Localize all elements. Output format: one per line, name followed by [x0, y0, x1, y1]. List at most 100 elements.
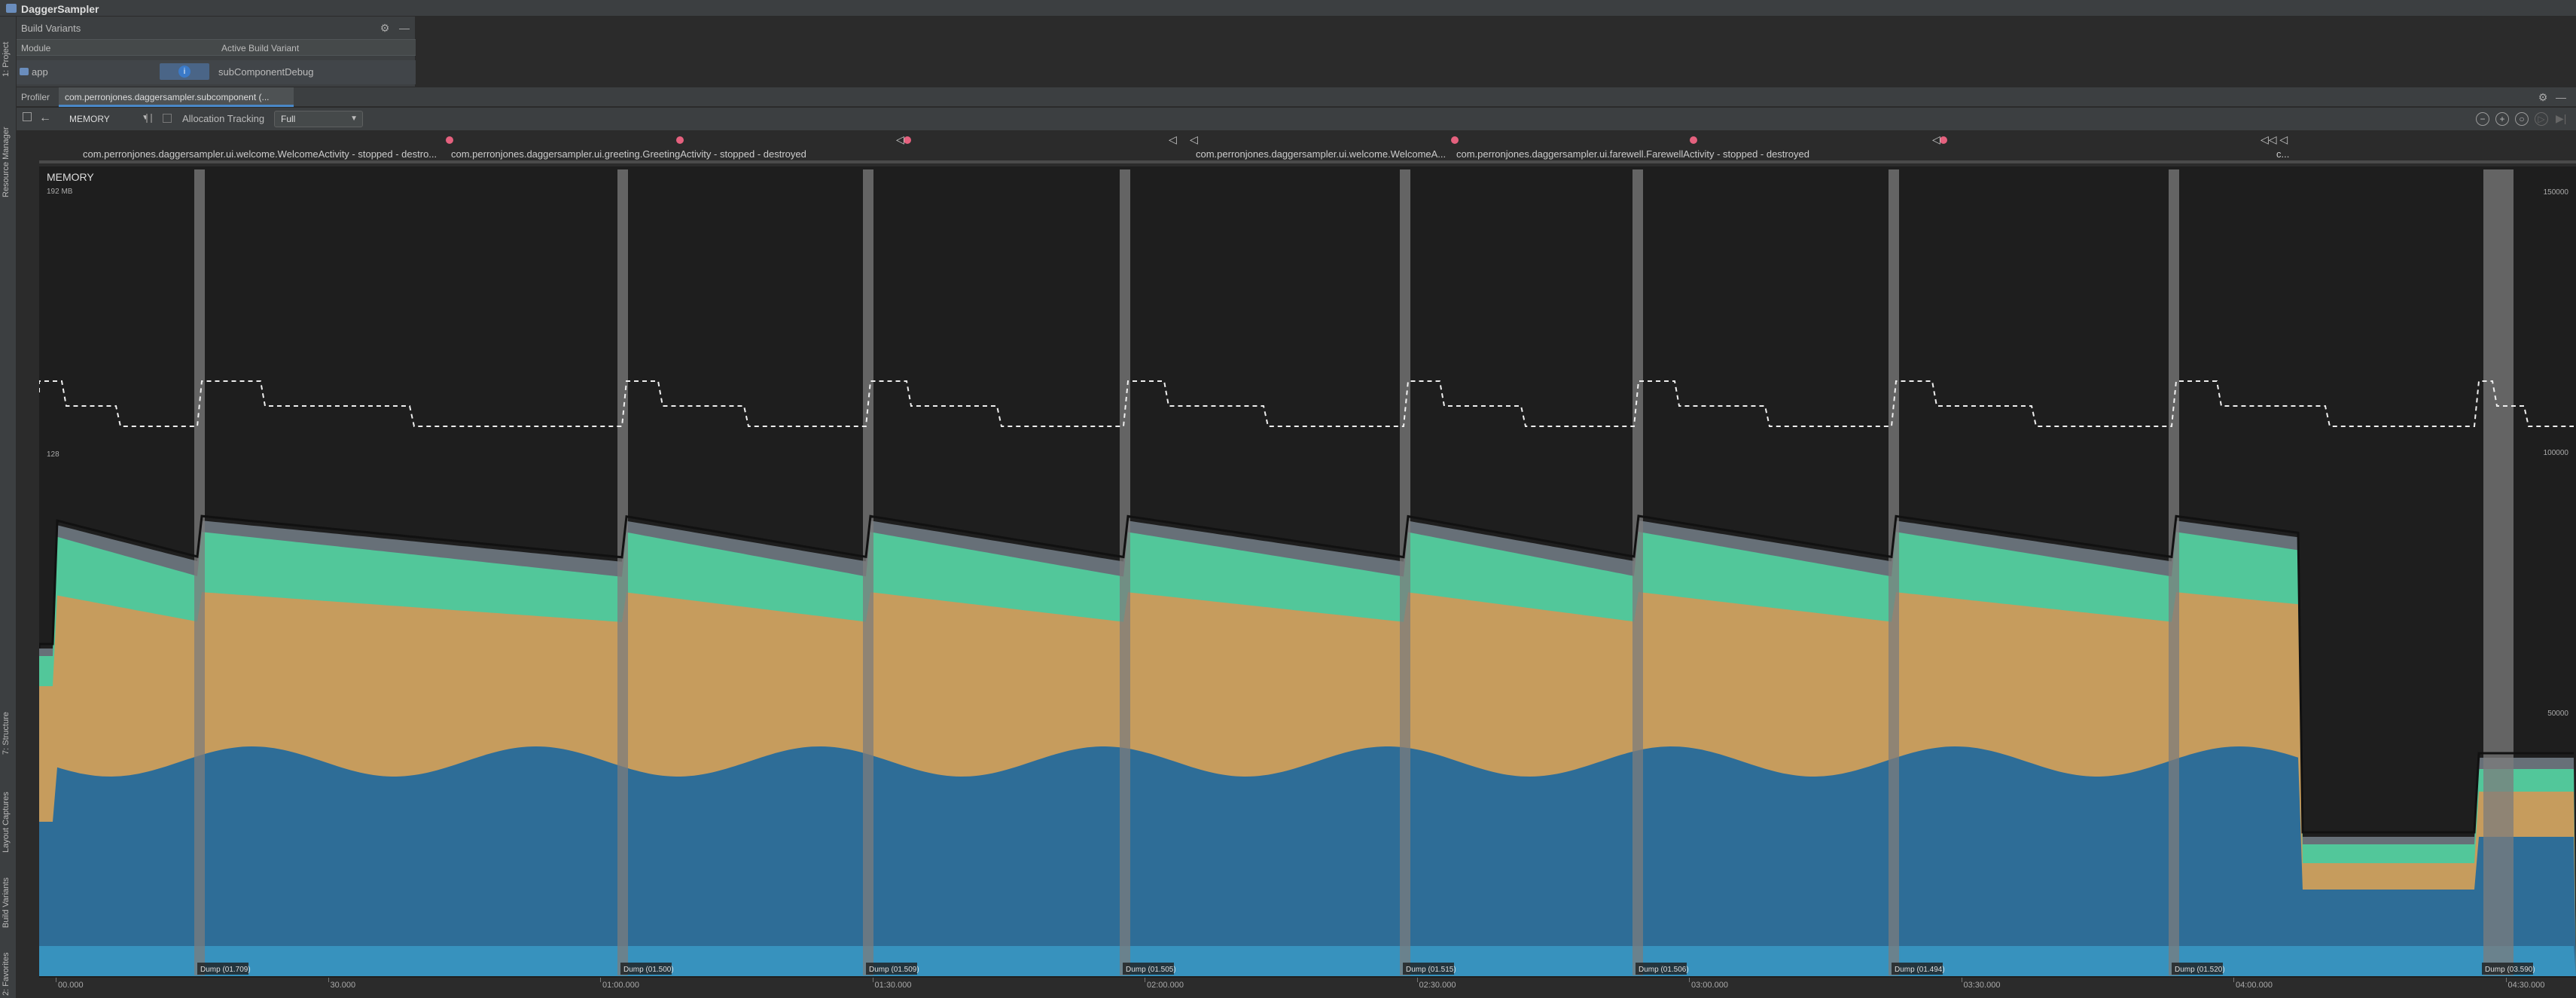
- touch-event-icon[interactable]: [904, 136, 911, 144]
- module-name: app: [32, 66, 48, 78]
- activity-event-lane: com.perronjones.daggersampler.ui.welcome…: [39, 130, 2576, 166]
- heap-dump-label-bg: [1403, 963, 1454, 975]
- activity-label[interactable]: c...: [2276, 148, 2290, 160]
- tool-tab-favorites[interactable]: 2: Favorites: [2, 952, 11, 996]
- heap-dump-icon[interactable]: [163, 114, 172, 123]
- chart-title: MEMORY: [47, 171, 94, 183]
- sessions-icon[interactable]: [23, 112, 32, 121]
- chevron-down-icon: ▼: [350, 114, 358, 123]
- touch-event-icon[interactable]: [1940, 136, 1947, 144]
- gear-icon[interactable]: ⚙: [2538, 91, 2548, 103]
- heap-dump-label: Dump (01.515): [1406, 966, 1456, 974]
- touch-event-icon[interactable]: [676, 136, 684, 144]
- project-icon: [6, 4, 17, 13]
- zoom-out-icon[interactable]: −: [2476, 112, 2489, 126]
- go-live-icon[interactable]: ▶|: [2556, 112, 2567, 124]
- heap-dump-bar: [2483, 169, 2514, 975]
- activity-label[interactable]: com.perronjones.daggersampler.ui.welcome…: [83, 148, 437, 160]
- time-tick-label: 03:00.000: [1691, 981, 1728, 990]
- heap-dump-label: Dump (03.590): [2485, 966, 2535, 974]
- touch-event-icon[interactable]: [446, 136, 453, 144]
- time-tick: [2505, 978, 2507, 982]
- activity-label[interactable]: com.perronjones.daggersampler.ui.greetin…: [451, 148, 806, 160]
- time-tick-label: 00.000: [58, 981, 84, 990]
- time-tick-label: 01:00.000: [602, 981, 639, 990]
- profiler-tab-label[interactable]: Profiler: [21, 92, 50, 102]
- time-tick: [2233, 978, 2234, 982]
- view-select-value: MEMORY: [69, 114, 110, 124]
- column-header-module[interactable]: Module: [21, 43, 51, 53]
- heap-dump-bar: [617, 169, 628, 975]
- tool-tab-project[interactable]: 1: Project: [2, 41, 11, 77]
- info-icon[interactable]: i: [178, 66, 191, 78]
- zoom-in-icon[interactable]: +: [2495, 112, 2509, 126]
- touch-event-icon[interactable]: [1451, 136, 1459, 144]
- tool-tab-build-variants[interactable]: Build Variants: [2, 877, 11, 928]
- time-tick: [1689, 978, 1690, 982]
- module-folder-icon: [20, 68, 29, 75]
- tab-session[interactable]: com.perronjones.daggersampler.subcompone…: [59, 87, 294, 107]
- time-axis: 00.000 30.000 01:00.000 01:30.000 02:00.000 0…: [39, 978, 2576, 998]
- session-tab-label: com.perronjones.daggersampler.subcompone…: [65, 92, 270, 102]
- time-tick-label: 02:00.000: [1147, 981, 1184, 990]
- tool-tab-structure[interactable]: 7: Structure: [2, 712, 11, 755]
- right-axis-label: 100000: [2543, 449, 2568, 457]
- column-header-variant[interactable]: Active Build Variant: [221, 43, 300, 53]
- tool-tab-resource-manager[interactable]: Resource Manager: [2, 127, 11, 197]
- time-tick-label: 02:30.000: [1419, 981, 1456, 990]
- time-tick-label: 04:00.000: [2236, 981, 2273, 990]
- window-title: DaggerSampler: [21, 3, 99, 15]
- table-header: Module Active Build Variant: [17, 39, 416, 56]
- heap-dump-bar: [1400, 169, 1410, 975]
- heap-dump-bar: [2169, 169, 2179, 975]
- variant-select[interactable]: subComponentDebug: [218, 66, 314, 78]
- activity-timeline-bar: [39, 160, 2576, 163]
- time-tick: [328, 978, 329, 982]
- back-event-icon[interactable]: ◁: [1932, 133, 1940, 145]
- back-event-icon[interactable]: ◁: [1190, 133, 1198, 145]
- time-tick-label: 01:30.000: [874, 981, 912, 990]
- heap-dump-label: Dump (01.520): [2175, 966, 2225, 974]
- allocated-objects-line: [39, 380, 2574, 427]
- gc-icon[interactable]: [146, 114, 152, 123]
- right-axis-label: 150000: [2543, 188, 2568, 197]
- left-axis-top-label: 192 MB: [47, 188, 73, 196]
- minimize-icon[interactable]: —: [2556, 91, 2566, 103]
- allocation-tracking-label: Allocation Tracking: [182, 113, 265, 124]
- heap-dump-bar: [863, 169, 873, 975]
- panel-title: Build Variants: [21, 23, 81, 34]
- attach-live-icon[interactable]: ▷: [2535, 112, 2548, 126]
- heap-dump-bar: [1120, 169, 1130, 975]
- gear-icon[interactable]: ⚙: [380, 22, 390, 34]
- profiler-view-select[interactable]: MEMORY ▼: [62, 111, 155, 127]
- heap-dump-label: Dump (01.500): [623, 966, 674, 974]
- heap-dump-bar: [1889, 169, 1899, 975]
- time-tick-label: 03:30.000: [1963, 981, 2001, 990]
- heap-dump-label: Dump (01.494): [1895, 966, 1945, 974]
- time-tick-label: 04:30.000: [2507, 981, 2545, 990]
- allocation-tracking-select[interactable]: Full ▼: [274, 111, 363, 127]
- right-axis-label: 50000: [2547, 710, 2568, 718]
- heap-dump-label-bg: [2482, 963, 2533, 975]
- native-memory-area: [39, 746, 2576, 976]
- minimize-icon[interactable]: —: [399, 22, 410, 34]
- left-axis-mid-label: 128: [47, 450, 59, 459]
- back-event-icon[interactable]: ◁◁ ◁: [2260, 133, 2288, 145]
- heap-dump-label-bg: [620, 963, 672, 975]
- tool-tab-layout-captures[interactable]: Layout Captures: [2, 792, 11, 853]
- heap-dump-label: Dump (01.509): [869, 966, 919, 974]
- heap-dump-label-bg: [1892, 963, 1943, 975]
- touch-event-icon[interactable]: [1690, 136, 1697, 144]
- time-tick: [600, 978, 601, 982]
- activity-label[interactable]: com.perronjones.daggersampler.ui.farewel…: [1456, 148, 1809, 160]
- back-arrow-icon[interactable]: ←: [39, 111, 51, 124]
- table-row[interactable]: app i subComponentDebug: [17, 60, 416, 84]
- title-bar: DaggerSampler: [0, 0, 2576, 17]
- heap-dump-label: Dump (01.506): [1639, 966, 1689, 974]
- activity-label[interactable]: com.perronjones.daggersampler.ui.welcome…: [1196, 148, 1447, 160]
- reset-zoom-icon[interactable]: ○: [2515, 112, 2529, 126]
- back-event-icon[interactable]: ◁: [1169, 133, 1177, 145]
- total-memory-line: [39, 514, 2574, 834]
- back-event-icon[interactable]: ◁: [896, 133, 904, 145]
- memory-chart[interactable]: Dump (01.709) Dump (01.500) Dump (01.509) D…: [39, 166, 2576, 980]
